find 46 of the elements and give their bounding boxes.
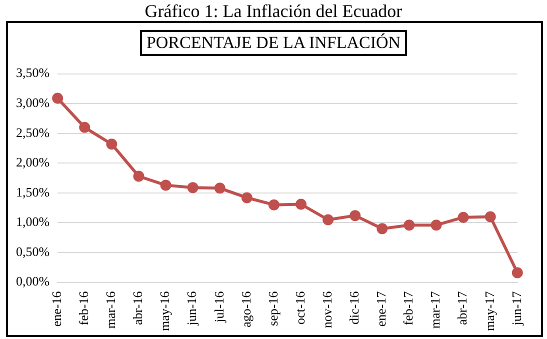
x-tick-label: feb-16 <box>76 290 92 326</box>
point <box>322 214 334 226</box>
x-tick-label: sep-16 <box>265 290 280 326</box>
x-tick-label: ene-16 <box>49 290 64 327</box>
point <box>79 122 90 133</box>
point <box>404 220 415 231</box>
point <box>296 198 307 210</box>
y-tick-label: 2,50% <box>16 124 50 140</box>
y-tick-label: 2,00% <box>16 154 50 170</box>
y-tick-label: 0,00% <box>16 274 50 289</box>
x-tick-label: feb-17 <box>400 290 416 326</box>
x-tick-label: jul-16 <box>211 290 226 324</box>
x-tick-label: may-16 <box>157 290 172 332</box>
point <box>350 210 361 222</box>
x-tick-label: abr-17 <box>454 290 470 325</box>
point <box>376 223 388 234</box>
y-tick-label: 0,50% <box>16 244 50 259</box>
x-tick-label: mar-16 <box>103 290 118 329</box>
point <box>512 267 523 278</box>
point <box>214 182 226 194</box>
x-tick-label: dic-16 <box>346 290 362 325</box>
point <box>160 180 172 191</box>
point <box>430 220 442 231</box>
x-tick-label: oct-16 <box>292 290 308 325</box>
x-tick-label: ago-16 <box>238 290 254 328</box>
y-tick-label: 1,00% <box>16 214 50 230</box>
point <box>458 212 469 223</box>
y-tick-label: 3,50% <box>16 65 50 80</box>
x-tick-label: nov-16 <box>319 290 334 328</box>
x-tick-label: jun-17 <box>508 290 524 326</box>
chart-title: Gráfico 1: La Inflación del Ecuador <box>144 1 404 22</box>
point <box>484 211 496 222</box>
point <box>133 170 144 182</box>
x-tick-label: may-17 <box>482 290 497 332</box>
x-tick-label: mar-17 <box>428 290 443 329</box>
chart-subtitle: PORCENTAJE DE LA INFLACIÓN <box>140 30 407 56</box>
x-tick-label: jun-16 <box>184 290 200 326</box>
point <box>241 192 252 204</box>
point <box>268 199 280 210</box>
point <box>187 182 198 194</box>
x-tick-label: ene-17 <box>374 290 389 327</box>
y-tick-label: 3,00% <box>16 95 50 110</box>
x-tick-label: abr-16 <box>130 290 146 325</box>
point <box>52 92 64 104</box>
y-tick-label: 1,50% <box>16 184 50 200</box>
point <box>106 138 118 150</box>
